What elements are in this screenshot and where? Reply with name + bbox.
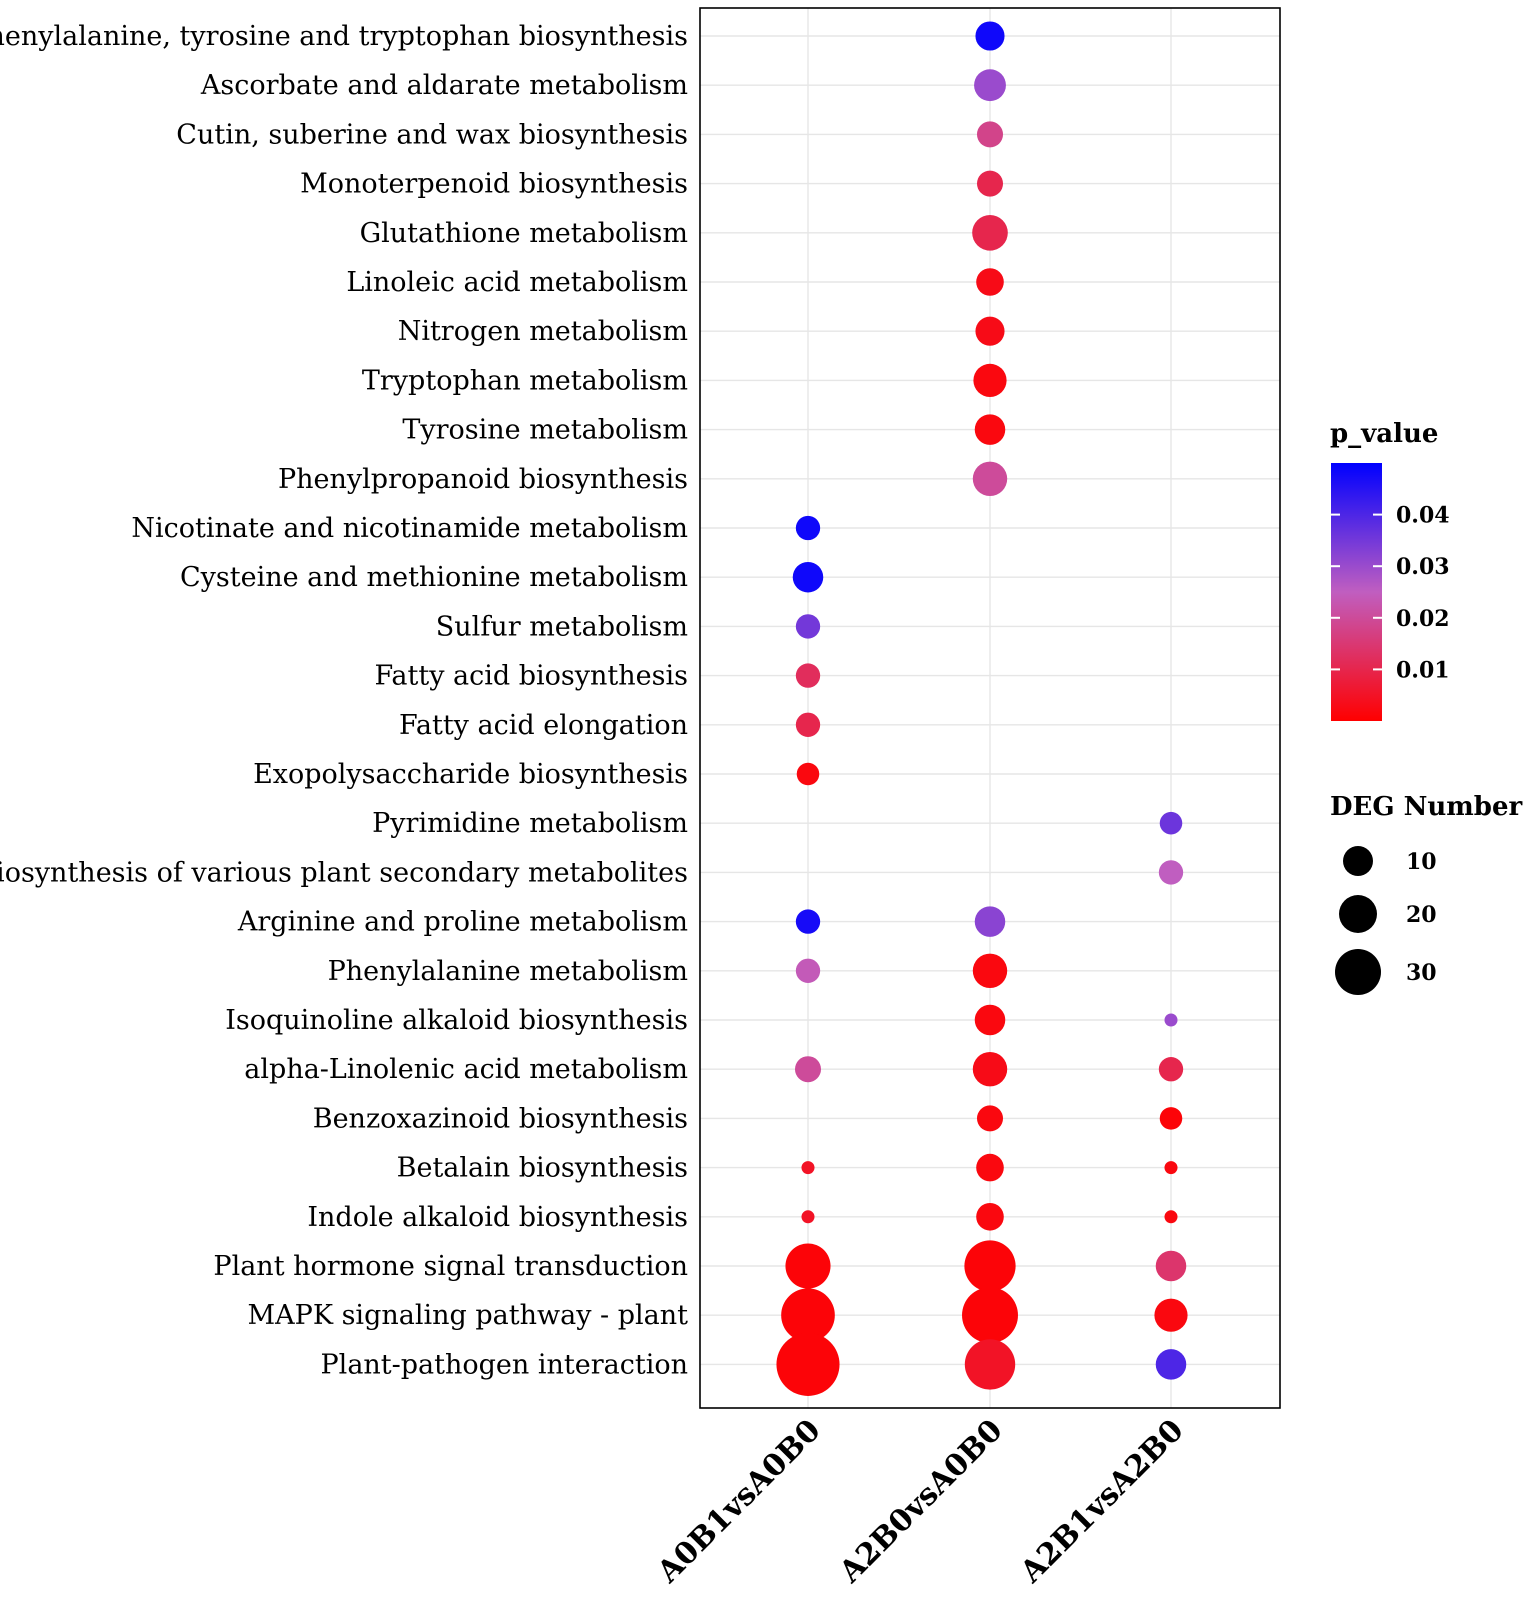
y-tick-label: Plant-pathogen interaction bbox=[321, 1349, 688, 1380]
color-legend-bar bbox=[1331, 463, 1382, 721]
size-legend-circle bbox=[1335, 949, 1381, 995]
y-tick-label: Benzoxazinoid biosynthesis bbox=[313, 1103, 688, 1134]
y-tick-label: MAPK signaling pathway - plant bbox=[248, 1300, 689, 1331]
data-point bbox=[785, 1243, 831, 1289]
data-point bbox=[795, 663, 821, 688]
data-point bbox=[974, 69, 1006, 102]
data-point bbox=[972, 461, 1008, 497]
y-tick-label: Nitrogen metabolism bbox=[398, 316, 688, 347]
size-legend-items: 10 20 30 bbox=[1335, 846, 1437, 995]
data-point bbox=[1159, 1107, 1183, 1130]
data-point bbox=[801, 1161, 815, 1175]
color-legend-title: p_value bbox=[1330, 419, 1438, 449]
data-point bbox=[1154, 1298, 1188, 1332]
data-point bbox=[792, 561, 824, 593]
data-point bbox=[976, 121, 1004, 148]
y-tick-label: Phenylpropanoid biosynthesis bbox=[278, 464, 688, 495]
data-point bbox=[974, 1004, 1006, 1036]
y-tick-label: Tryptophan metabolism bbox=[362, 365, 688, 396]
data-point bbox=[972, 214, 1008, 251]
y-tick-label: Cysteine and methionine metabolism bbox=[180, 562, 688, 593]
color-tick-label: 0.02 bbox=[1396, 606, 1450, 632]
data-point bbox=[795, 909, 821, 934]
y-tick-label: Arginine and proline metabolism bbox=[237, 907, 688, 938]
data-point bbox=[795, 958, 821, 983]
data-point bbox=[801, 1210, 815, 1224]
data-point bbox=[1164, 1210, 1178, 1224]
color-legend-ticks: 0.04 0.03 0.02 0.01 bbox=[1331, 503, 1450, 683]
y-tick-label: Sulfur metabolism bbox=[436, 611, 688, 642]
color-legend: p_value 0.04 0.03 0.02 0.01 bbox=[1330, 419, 1450, 721]
data-point bbox=[1155, 1349, 1187, 1380]
y-tick-label: Betalain biosynthesis bbox=[397, 1153, 688, 1184]
data-point bbox=[976, 1153, 1004, 1182]
y-tick-label: Glutathione metabolism bbox=[360, 218, 688, 249]
data-point bbox=[1155, 1250, 1187, 1282]
y-tick-label: Fatty acid biosynthesis bbox=[375, 661, 689, 692]
data-point bbox=[1158, 860, 1184, 885]
data-point bbox=[795, 614, 821, 639]
x-tick-label: A2B0vsA0B0 bbox=[832, 1413, 1010, 1591]
data-point bbox=[974, 906, 1006, 937]
y-tick-label: Ascorbate and aldarate metabolism bbox=[200, 70, 688, 101]
y-axis-labels: Phenylalanine, tyrosine and tryptophan b… bbox=[0, 21, 688, 1380]
data-point bbox=[1159, 811, 1183, 835]
y-tick-label: Pyrimidine metabolism bbox=[372, 808, 688, 839]
data-point bbox=[975, 316, 1005, 346]
x-tick-label: A2B1vsA2B0 bbox=[1013, 1413, 1191, 1591]
plot-border bbox=[699, 7, 1281, 1409]
y-tick-label: Biosynthesis of various plant secondary … bbox=[0, 857, 688, 888]
data-point bbox=[973, 363, 1007, 397]
data-point bbox=[795, 515, 821, 541]
size-legend-title: DEG Number bbox=[1330, 792, 1523, 822]
color-tick-label: 0.04 bbox=[1396, 503, 1450, 529]
y-tick-label: Indole alkaloid biosynthesis bbox=[307, 1202, 688, 1233]
size-legend-circle bbox=[1339, 895, 1377, 933]
color-tick-label: 0.01 bbox=[1396, 657, 1450, 683]
data-point bbox=[964, 1240, 1016, 1292]
y-tick-label: Monoterpenoid biosynthesis bbox=[300, 169, 688, 200]
data-point bbox=[794, 1056, 822, 1083]
size-legend: DEG Number 10 20 30 bbox=[1330, 792, 1523, 995]
data-points bbox=[776, 21, 1188, 1396]
color-tick-label: 0.03 bbox=[1396, 554, 1450, 580]
size-legend-label: 20 bbox=[1406, 902, 1437, 928]
data-point bbox=[976, 170, 1004, 197]
data-point bbox=[781, 1288, 835, 1343]
data-point bbox=[1158, 1057, 1184, 1082]
data-point bbox=[974, 414, 1006, 445]
data-point bbox=[1164, 1013, 1178, 1027]
y-tick-label: Linoleic acid metabolism bbox=[346, 267, 688, 298]
y-tick-label: Cutin, suberine and wax biosynthesis bbox=[176, 119, 688, 150]
y-tick-label: Fatty acid elongation bbox=[399, 710, 688, 741]
size-legend-circle bbox=[1343, 846, 1373, 876]
y-tick-label: Isoquinoline alkaloid biosynthesis bbox=[225, 1005, 688, 1036]
data-point bbox=[972, 953, 1008, 989]
y-tick-label: alpha-Linolenic acid metabolism bbox=[244, 1054, 688, 1085]
data-point bbox=[972, 1051, 1008, 1087]
data-point bbox=[776, 1332, 840, 1396]
data-point bbox=[796, 762, 820, 786]
data-point bbox=[964, 1339, 1016, 1390]
data-point bbox=[976, 1105, 1004, 1132]
data-point bbox=[975, 21, 1005, 51]
size-legend-label: 30 bbox=[1406, 960, 1437, 986]
y-tick-label: Exopolysaccharide biosynthesis bbox=[253, 759, 688, 790]
data-point bbox=[795, 712, 821, 737]
y-tick-label: Nicotinate and nicotinamide metabolism bbox=[131, 513, 688, 544]
data-point bbox=[976, 268, 1004, 296]
data-point bbox=[1164, 1161, 1178, 1175]
data-point bbox=[976, 1203, 1004, 1231]
y-tick-label: Tyrosine metabolism bbox=[402, 415, 688, 446]
y-tick-label: Phenylalanine, tyrosine and tryptophan b… bbox=[0, 21, 688, 52]
y-tick-label: Phenylalanine metabolism bbox=[328, 956, 688, 987]
data-point bbox=[962, 1287, 1018, 1344]
size-legend-label: 10 bbox=[1406, 849, 1437, 875]
x-tick-label: A0B1vsA0B0 bbox=[650, 1413, 828, 1591]
x-axis-labels: A0B1vsA0B0 A2B0vsA0B0 A2B1vsA2B0 bbox=[650, 1413, 1191, 1591]
y-tick-label: Plant hormone signal transduction bbox=[213, 1251, 688, 1282]
